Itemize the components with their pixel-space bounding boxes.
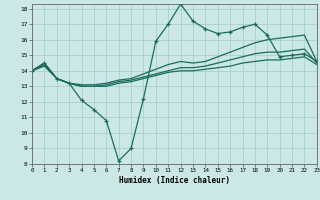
X-axis label: Humidex (Indice chaleur): Humidex (Indice chaleur) — [119, 176, 230, 185]
